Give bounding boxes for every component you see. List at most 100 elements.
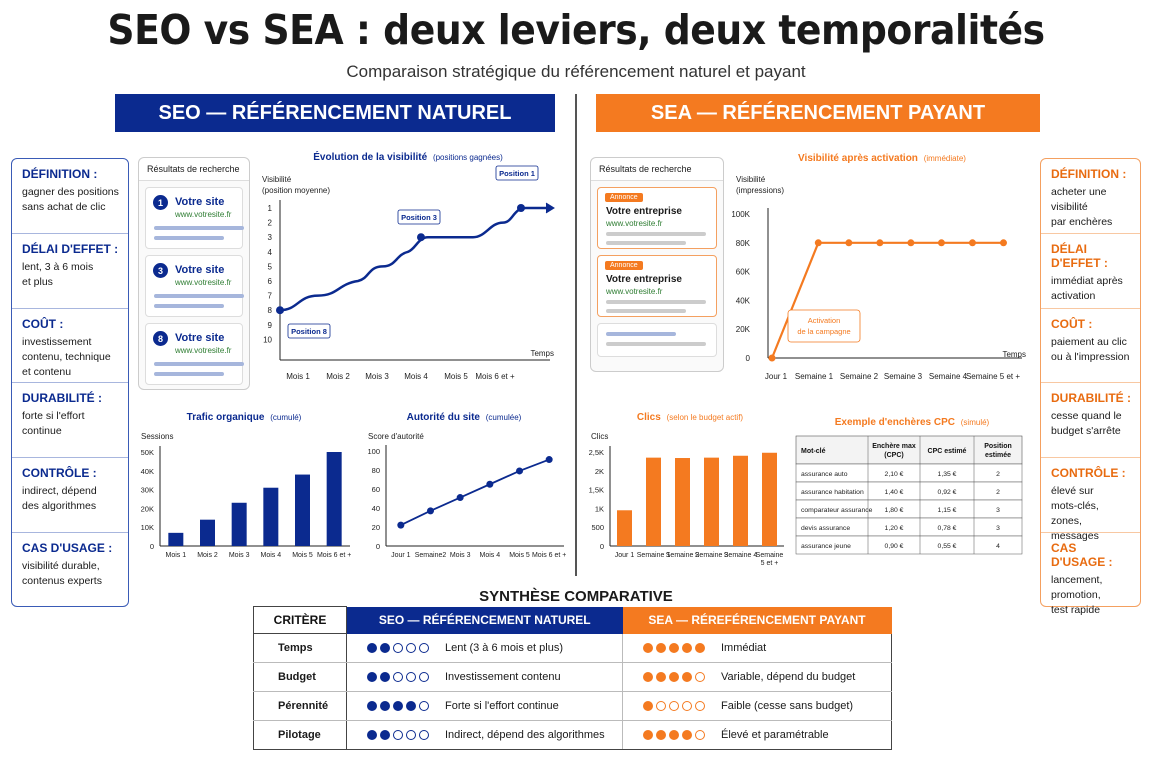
axis-title: Sessions xyxy=(141,432,173,441)
summary-item: DURABILITÉ : cesse quand le budget s'arrêt… xyxy=(1041,383,1140,459)
x-tick-label: Semaine 5 et + xyxy=(966,372,1020,381)
result-rank: 8 xyxy=(153,331,168,346)
data-point xyxy=(968,239,976,247)
rating-dot-icon xyxy=(695,672,705,682)
search-result: 1 Votre site www.votresite.fr xyxy=(145,187,244,249)
rating-dot-icon xyxy=(380,642,390,653)
summary-item-text: sans achat de clic xyxy=(22,201,106,213)
chart-title-text: Clics xyxy=(637,412,661,423)
rating-dot-icon xyxy=(380,672,390,682)
rating-dot-icon xyxy=(695,730,705,740)
sea-assessment-text: Élevé et paramétrable xyxy=(721,729,829,741)
sea-clicks-chart: Clics (selon le budget actif)Clics05001K… xyxy=(589,412,784,567)
summary-item-title: DÉLAI D'EFFET : xyxy=(1051,241,1108,270)
summary-item: DURABILITÉ : forte si l'effort continue xyxy=(12,383,128,459)
y-tick-label: 60 xyxy=(372,485,380,494)
position-marker xyxy=(276,306,284,315)
chart-title: Autorité du site (cumulée) xyxy=(407,412,522,423)
x-tick-label: Mois 5 xyxy=(509,552,530,559)
table-cell: 1,80 € xyxy=(885,507,904,514)
rating-dot-icon xyxy=(643,642,653,653)
summary-item: COÛT : investissement contenu, technique et… xyxy=(12,309,128,384)
summary-item-text: par enchères xyxy=(1051,216,1113,228)
sea-score-rating xyxy=(643,642,705,653)
data-point xyxy=(876,239,884,247)
y-tick-label: 2,5K xyxy=(589,448,604,457)
rating-dot-icon xyxy=(406,701,416,711)
result-title: Votre site xyxy=(175,332,225,344)
summary-item: COÛT : paiement au clic ou à l'impression xyxy=(1041,309,1140,384)
synthesis-row: Pilotage Indirect, dépend des algorithmes… xyxy=(253,720,892,750)
data-point xyxy=(814,239,822,247)
criterion-label: Temps xyxy=(253,633,347,663)
synthesis-title: SYNTHÈSE COMPARATIVE xyxy=(479,588,673,605)
y-tick-label: 0 xyxy=(376,542,380,551)
annotation-label: Activation xyxy=(808,316,841,325)
result-rank: 3 xyxy=(153,263,168,278)
position-marker xyxy=(417,233,425,242)
chart-title-note: (simulé) xyxy=(961,418,990,427)
x-tick-label: Mois 2 xyxy=(326,372,350,381)
x-tick-label: Mois 4 xyxy=(261,552,282,559)
result-url: www.votresite.fr xyxy=(606,287,663,296)
ad-badge: Annonce xyxy=(605,261,643,270)
synthesis-header-sea: SEA — RÉREFÉRENCEMENT PAYANT xyxy=(622,606,892,634)
summary-item-text: contenus experts xyxy=(22,574,102,587)
sponsored-result: Annonce Votre entreprise www.votresite.fr xyxy=(597,187,717,249)
summary-item-text: ou à l'impression xyxy=(1051,350,1130,363)
data-point xyxy=(907,239,915,247)
rating-dot-icon xyxy=(656,730,666,740)
bar xyxy=(733,455,748,546)
summary-item: DÉLAI D'EFFET : immédiat après activation xyxy=(1041,234,1140,309)
rating-dot-icon xyxy=(656,642,666,653)
criterion-label: Budget xyxy=(253,662,347,692)
axis-title: Temps xyxy=(530,349,554,358)
x-tick-label: Mois 3 xyxy=(365,372,389,381)
rating-dot-icon xyxy=(406,672,416,682)
summary-item-title: CAS D'USAGE : xyxy=(22,540,113,555)
summary-item-title: CONTRÔLE : xyxy=(1051,466,1126,481)
y-tick-label: 20K xyxy=(141,504,154,513)
summary-item-text: des algorithmes xyxy=(22,500,97,513)
rating-dot-icon xyxy=(406,642,416,653)
y-tick-label: 10K xyxy=(141,523,154,532)
table-cell: 1,40 € xyxy=(885,489,904,496)
table-cell: 3 xyxy=(996,525,1000,532)
seo-assessment-text: Indirect, dépend des algorithmes xyxy=(445,729,605,741)
annotation-label: Position 8 xyxy=(291,327,327,336)
summary-item-text: promotion, xyxy=(1051,588,1101,601)
table-header-line: CPC estimé xyxy=(928,448,967,455)
y-tick-label: 40K xyxy=(141,467,154,476)
summary-item-text: visibilité durable, xyxy=(22,559,100,572)
data-point xyxy=(937,239,945,247)
summary-item-text: activation xyxy=(1051,289,1096,302)
data-point xyxy=(845,239,853,247)
summary-item-text: investissement xyxy=(22,335,92,348)
summary-item-title: COÛT : xyxy=(22,316,64,331)
ad-badge: Annonce xyxy=(605,193,643,202)
result-title: Votre site xyxy=(175,264,225,276)
summary-item: DÉFINITION : acheter une visibilité par en… xyxy=(1041,159,1140,234)
summary-item-text: budget s'arrête xyxy=(1051,425,1121,438)
table-cell: assurance jeune xyxy=(801,543,851,550)
rating-dot-icon xyxy=(393,701,403,711)
rating-dot-icon xyxy=(656,672,666,682)
data-point xyxy=(397,521,405,529)
y-tick-label: 500 xyxy=(591,523,604,532)
y-tick-label: 40K xyxy=(736,296,751,305)
page-subtitle: Comparaison stratégique du référencement… xyxy=(346,62,806,81)
x-tick-label: Semaine 4 xyxy=(724,552,758,559)
x-tick-label: Jour 1 xyxy=(765,372,788,381)
summary-item-text: indirect, dépend xyxy=(22,485,97,498)
x-tick-label: Mois 2 xyxy=(197,552,218,559)
seo-authority-chart: Autorité du site (cumulée) Score d'autori… xyxy=(367,412,566,559)
summary-item-text: mots-clés, zones, xyxy=(1051,500,1099,528)
rating-dot-icon xyxy=(419,642,429,653)
y-tick-label: 4 xyxy=(268,248,273,257)
table-header-line: estimée xyxy=(985,452,1011,459)
seo-serp-mockup: Résultats de recherche 1 Votre site www.vo… xyxy=(138,157,250,390)
data-point xyxy=(456,494,464,502)
chart-title: Clics (selon le budget actif) xyxy=(637,412,744,423)
rating-dot-icon xyxy=(682,730,692,740)
summary-item-text: élevé sur xyxy=(1051,485,1094,498)
